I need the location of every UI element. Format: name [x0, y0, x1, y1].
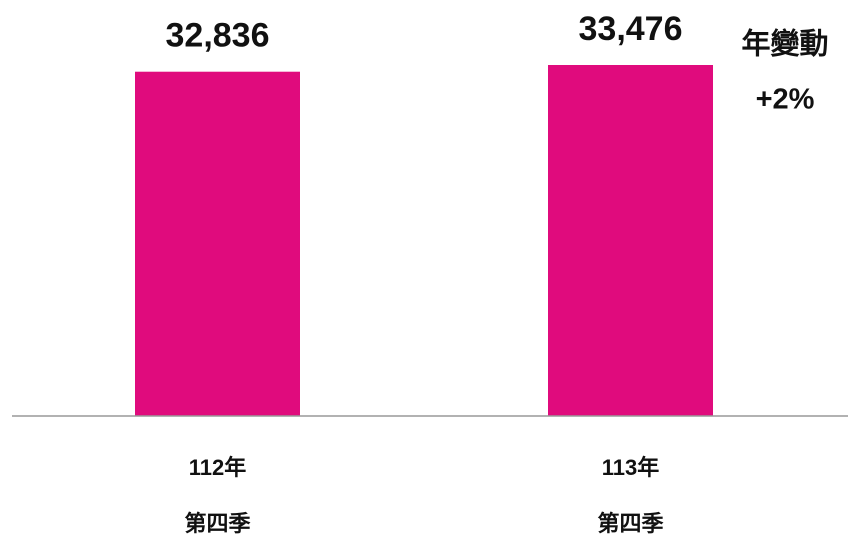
annotation: 年變動	[741, 27, 828, 61]
bar	[135, 71, 300, 416]
x-tick-label: 第四季	[184, 511, 250, 536]
value-label: 32,836	[166, 17, 270, 55]
x-tick-label: 第四季	[597, 511, 663, 536]
x-tick-label: 113年	[602, 455, 660, 480]
value-label: 33,476	[579, 10, 683, 48]
annotation: +2%	[756, 84, 815, 116]
x-tick-label: 112年	[189, 455, 247, 480]
bar	[548, 65, 713, 416]
